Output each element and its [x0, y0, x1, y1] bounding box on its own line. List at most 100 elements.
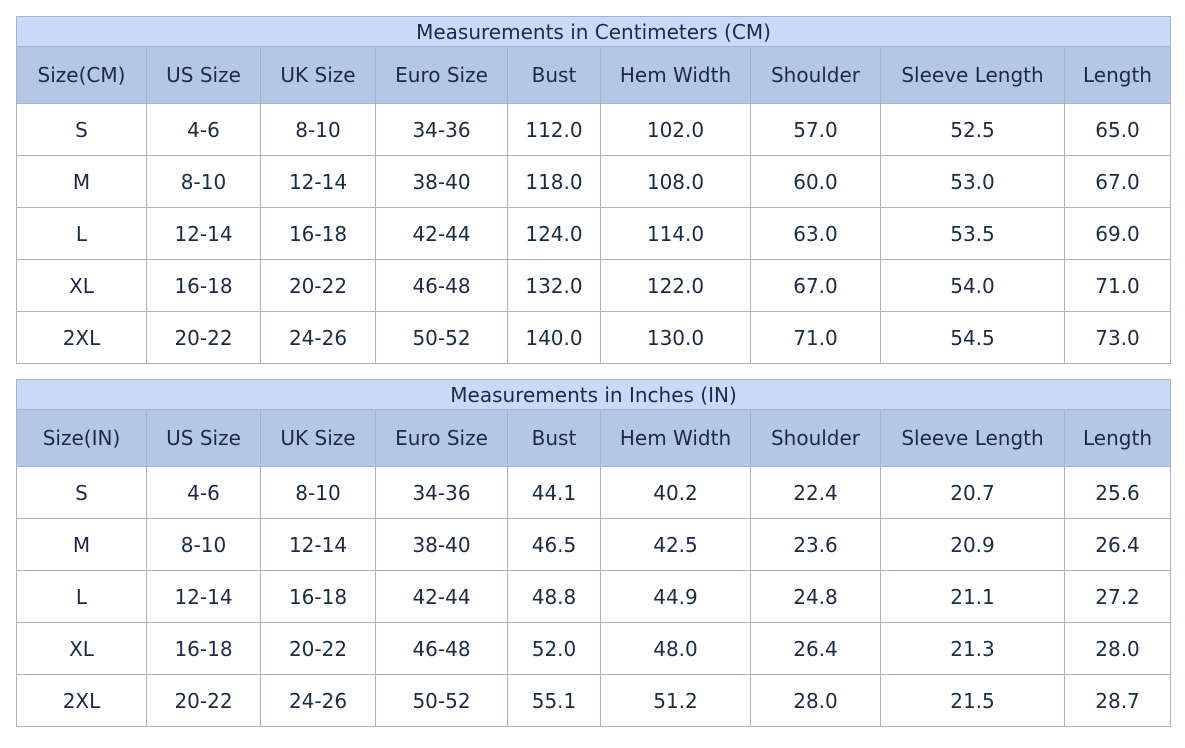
cell: 12-14: [260, 518, 376, 571]
cell: 23.6: [750, 518, 881, 571]
cell: 46-48: [375, 259, 508, 312]
cell: 12-14: [260, 155, 376, 208]
cell: 2XL: [16, 311, 147, 364]
cell: 20-22: [260, 622, 376, 675]
data-row: 2XL 20-22 24-26 50-52 140.0 130.0 71.0 54.5 73.0: [16, 311, 1171, 364]
cell: 67.0: [750, 259, 881, 312]
cell: 53.5: [880, 207, 1065, 260]
table-title: Measurements in Inches (IN): [15, 379, 1172, 410]
cell: L: [16, 207, 147, 260]
cell: 124.0: [507, 207, 601, 260]
cell: 108.0: [600, 155, 751, 208]
cell: 71.0: [750, 311, 881, 364]
data-row: S 4-6 8-10 34-36 112.0 102.0 57.0 52.5 65.0: [16, 103, 1171, 156]
cell: 28.7: [1063, 674, 1172, 727]
column-header: Hem Width: [600, 46, 751, 104]
cell: 34-36: [375, 103, 508, 156]
cell: 8-10: [146, 518, 261, 571]
cell: 53.0: [880, 155, 1065, 208]
cell: 22.4: [750, 466, 881, 519]
cell: 16-18: [260, 207, 376, 260]
cell: S: [16, 103, 147, 156]
column-header: UK Size: [260, 409, 376, 467]
data-row: 2XL 20-22 24-26 50-52 55.1 51.2 28.0 21.5 28.7: [16, 674, 1172, 727]
cell: 51.2: [600, 674, 751, 727]
cell: 20.7: [880, 466, 1065, 519]
cell: 102.0: [600, 103, 751, 156]
cell: 50-52: [375, 311, 508, 364]
column-header: Size(CM): [16, 46, 147, 104]
cell: 52.0: [507, 622, 601, 675]
cell: 118.0: [507, 155, 601, 208]
cell: 20-22: [260, 259, 376, 312]
cell: 50-52: [375, 674, 508, 727]
title-row: Measurements in Centimeters (CM): [16, 16, 1171, 47]
cell: 57.0: [750, 103, 881, 156]
table-title: Measurements in Centimeters (CM): [16, 16, 1171, 47]
column-header: Bust: [507, 46, 601, 104]
cell: 48.8: [507, 570, 601, 623]
cell: 73.0: [1064, 311, 1171, 364]
data-row: XL 16-18 20-22 46-48 52.0 48.0 26.4 21.3 28.0: [16, 622, 1172, 675]
cell: 69.0: [1064, 207, 1171, 260]
cell: 12-14: [146, 570, 261, 623]
cell: 38-40: [375, 155, 508, 208]
cell: 20-22: [146, 311, 261, 364]
cell: 71.0: [1064, 259, 1171, 312]
cell: 26.4: [750, 622, 881, 675]
cell: 24.8: [750, 570, 881, 623]
cell: XL: [16, 622, 147, 675]
column-header: Shoulder: [750, 46, 881, 104]
column-header: US Size: [146, 46, 261, 104]
column-header: Hem Width: [600, 409, 751, 467]
cell: S: [16, 466, 147, 519]
cell: 12-14: [146, 207, 261, 260]
cell: 28.0: [1063, 622, 1172, 675]
data-row: S 4-6 8-10 34-36 44.1 40.2 22.4 20.7 25.6: [16, 466, 1172, 519]
data-row: M 8-10 12-14 38-40 46.5 42.5 23.6 20.9 26.4: [16, 518, 1172, 571]
column-header: UK Size: [260, 46, 376, 104]
cell: 21.1: [880, 570, 1065, 623]
cell: 34-36: [375, 466, 508, 519]
cell: XL: [16, 259, 147, 312]
column-header: US Size: [146, 409, 261, 467]
cell: 26.4: [1063, 518, 1172, 571]
cell: 42-44: [375, 207, 508, 260]
cell: M: [16, 155, 147, 208]
cell: 52.5: [880, 103, 1065, 156]
title-row: Measurements in Inches (IN): [15, 379, 1172, 410]
cell: 114.0: [600, 207, 751, 260]
cell: 42.5: [600, 518, 751, 571]
column-header: Length: [1063, 409, 1172, 467]
cell: 46-48: [375, 622, 508, 675]
cell: 60.0: [750, 155, 881, 208]
cell: 21.3: [880, 622, 1065, 675]
cell: 16-18: [146, 622, 261, 675]
cell: 24-26: [260, 311, 376, 364]
header-row: Size(IN) US Size UK Size Euro Size Bust Hem W…: [16, 409, 1172, 467]
cell: L: [16, 570, 147, 623]
cell: 4-6: [146, 466, 261, 519]
cell: 38-40: [375, 518, 508, 571]
cell: 40.2: [600, 466, 751, 519]
cell: 44.1: [507, 466, 601, 519]
data-row: XL 16-18 20-22 46-48 132.0 122.0 67.0 54.0 71.0: [16, 259, 1171, 312]
column-header: Sleeve Length: [880, 46, 1065, 104]
size-table: Measurements in Centimeters (CM) Size(CM)…: [16, 16, 1171, 364]
cell: 24-26: [260, 674, 376, 727]
cell: 112.0: [507, 103, 601, 156]
cell: 48.0: [600, 622, 751, 675]
header-row: Size(CM) US Size UK Size Euro Size Bust Hem W…: [16, 46, 1171, 104]
cell: 46.5: [507, 518, 601, 571]
cell: 27.2: [1063, 570, 1172, 623]
cell: 44.9: [600, 570, 751, 623]
cell: 55.1: [507, 674, 601, 727]
cell: 140.0: [507, 311, 601, 364]
cell: 122.0: [600, 259, 751, 312]
cell: 20-22: [146, 674, 261, 727]
cell: 132.0: [507, 259, 601, 312]
cell: 65.0: [1064, 103, 1171, 156]
column-header: Bust: [507, 409, 601, 467]
data-row: L 12-14 16-18 42-44 48.8 44.9 24.8 21.1 27.2: [16, 570, 1172, 623]
